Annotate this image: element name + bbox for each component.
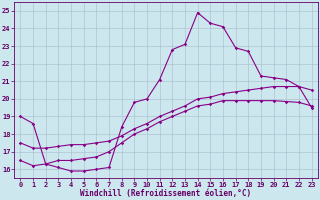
X-axis label: Windchill (Refroidissement éolien,°C): Windchill (Refroidissement éolien,°C) xyxy=(80,189,252,198)
